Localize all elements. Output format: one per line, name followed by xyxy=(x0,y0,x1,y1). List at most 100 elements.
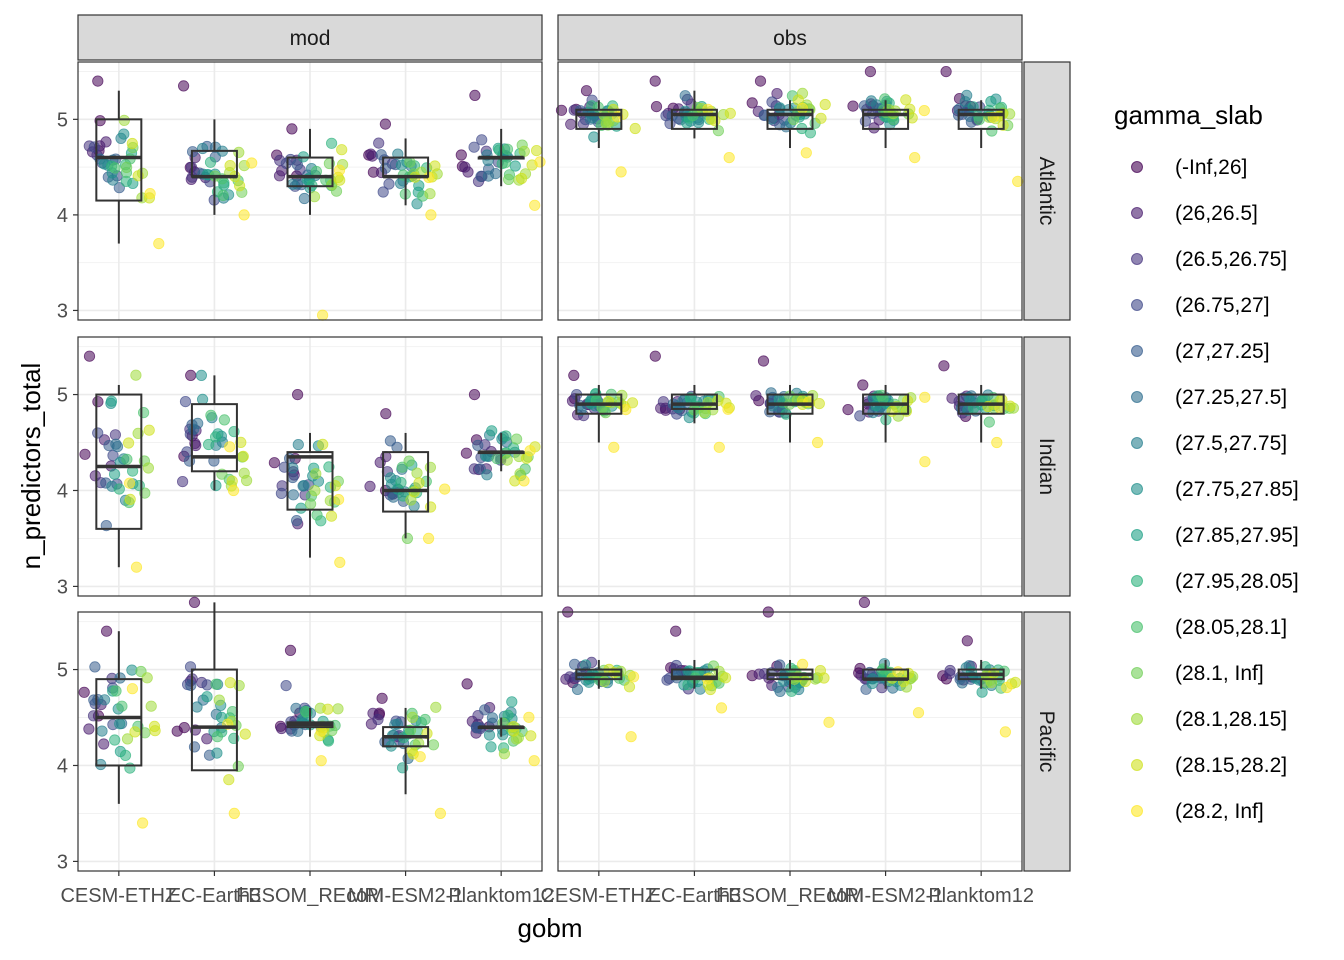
data-point xyxy=(395,476,407,489)
data-point xyxy=(847,100,859,112)
data-point xyxy=(123,437,135,449)
data-point xyxy=(724,107,736,119)
data-point xyxy=(774,685,786,698)
box xyxy=(286,451,334,511)
x-tick-label: EC-Earth3 xyxy=(648,885,741,907)
data-point xyxy=(110,438,122,450)
data-point xyxy=(325,137,338,149)
y-tick-label: 3 xyxy=(57,576,68,598)
data-point xyxy=(203,438,215,451)
data-point xyxy=(121,453,133,465)
data-point xyxy=(625,731,637,743)
data-point xyxy=(524,445,536,457)
data-point xyxy=(983,416,995,428)
box xyxy=(286,156,334,188)
data-point xyxy=(114,718,126,730)
data-point xyxy=(227,484,240,497)
data-point xyxy=(498,748,510,760)
data-point xyxy=(379,162,392,174)
x-tick-label: CESM-ETHZ xyxy=(60,885,177,907)
data-point xyxy=(323,461,335,473)
data-point xyxy=(627,671,640,683)
strip-mod xyxy=(77,14,543,61)
y-tick-label: 3 xyxy=(57,300,68,322)
data-point xyxy=(235,436,247,448)
data-point xyxy=(750,390,762,402)
data-point xyxy=(525,730,537,742)
data-point xyxy=(291,388,304,401)
data-point xyxy=(722,403,734,415)
data-point xyxy=(377,186,389,198)
x-tick-label: FESOM_REcoM xyxy=(716,885,864,907)
data-point xyxy=(124,477,136,489)
data-point xyxy=(83,723,95,735)
data-point xyxy=(796,658,809,671)
data-point xyxy=(316,309,329,321)
data-point xyxy=(715,702,728,714)
x-tick-label: EC-Earth3 xyxy=(168,885,261,907)
data-point xyxy=(89,661,101,673)
data-point xyxy=(468,141,480,153)
data-point xyxy=(224,441,236,453)
legend-label: (28.15,28.2] xyxy=(1175,754,1287,777)
data-point xyxy=(746,97,758,109)
box xyxy=(190,668,238,772)
box xyxy=(95,118,143,202)
data-point xyxy=(434,807,446,820)
data-point xyxy=(188,596,201,609)
data-point xyxy=(608,441,620,453)
legend-label: (-Inf,26] xyxy=(1175,156,1247,179)
data-point xyxy=(233,146,245,158)
legend-key xyxy=(1131,483,1143,495)
legend-key xyxy=(1131,207,1143,219)
data-point xyxy=(940,66,952,78)
legend-label: (26.75,27] xyxy=(1175,294,1270,317)
data-point xyxy=(649,75,661,87)
data-point xyxy=(210,678,222,690)
panel-border xyxy=(77,336,543,597)
data-point xyxy=(143,424,155,436)
data-point xyxy=(129,726,141,738)
legend-label: (28.1,28.15] xyxy=(1175,708,1287,731)
data-point xyxy=(886,405,898,417)
data-point xyxy=(211,731,223,743)
data-point xyxy=(469,89,481,102)
data-point xyxy=(598,675,611,688)
data-point xyxy=(600,118,612,130)
data-point xyxy=(148,720,161,733)
boxplot-FESOM_REcoM xyxy=(766,384,814,443)
data-point xyxy=(679,90,691,102)
box xyxy=(575,108,623,130)
data-point xyxy=(179,395,192,408)
boxplot-Planktom12 xyxy=(477,717,525,737)
box xyxy=(190,403,238,473)
data-point xyxy=(284,644,297,657)
data-point xyxy=(986,125,998,137)
data-point xyxy=(1009,676,1022,689)
strip-Indian xyxy=(1023,336,1071,597)
legend-key xyxy=(1131,299,1143,311)
data-point xyxy=(568,658,581,670)
boxplot-FESOM_REcoM xyxy=(766,659,814,689)
legend-title: gamma_slab xyxy=(1114,100,1263,130)
data-point xyxy=(918,105,930,117)
data-point xyxy=(298,479,310,492)
legend-key xyxy=(1131,805,1143,817)
data-point xyxy=(141,672,153,684)
data-point xyxy=(1001,681,1013,694)
box xyxy=(95,678,143,767)
data-point xyxy=(130,561,143,573)
data-point xyxy=(113,483,125,495)
data-point xyxy=(483,729,496,741)
y-tick-label: 4 xyxy=(57,205,68,227)
data-point xyxy=(98,738,110,750)
data-point xyxy=(515,172,528,185)
data-point xyxy=(501,454,513,466)
data-point xyxy=(380,408,392,420)
strip-Atlantic xyxy=(1023,61,1071,321)
data-point xyxy=(232,760,244,773)
data-point xyxy=(818,672,830,684)
data-point xyxy=(315,755,327,767)
y-tick-label: 3 xyxy=(57,851,68,873)
